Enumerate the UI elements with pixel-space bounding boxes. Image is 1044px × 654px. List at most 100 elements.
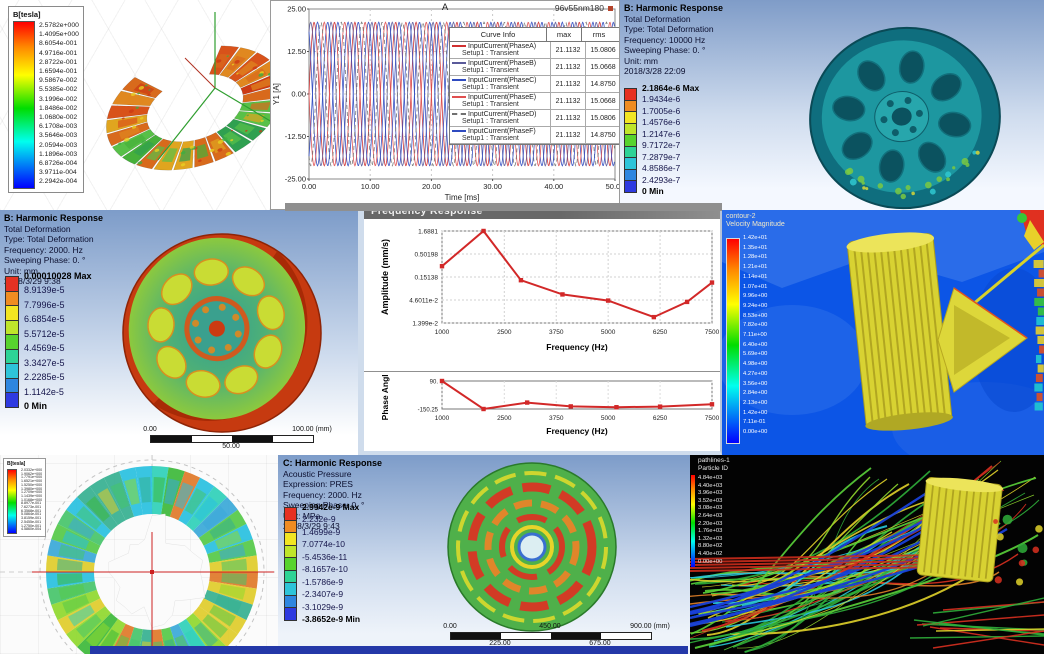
- colorbar-value: 1.14e+01: [743, 273, 768, 280]
- info-line: Total Deformation: [4, 223, 71, 234]
- y-tick-label: -12.50: [285, 132, 306, 141]
- panel-acoustic-pressure[interactable]: C: Harmonic Response Acoustic Pressure Exp…: [278, 455, 690, 654]
- pathlines-view[interactable]: [690, 455, 1044, 654]
- colorbar-value: -1.5786e-9: [302, 576, 344, 587]
- particle-dot: [996, 533, 1004, 541]
- wheel-hole: [930, 73, 962, 102]
- y-tick-label: 4.6011e-2: [409, 298, 438, 305]
- colorbar-value: 2.0594e-003: [39, 141, 78, 149]
- colorbar-b-tesla: B[tesla] 2.5782e+000 1.4095e+000 8.6054e-00…: [8, 6, 84, 193]
- ruler-label: 50.00: [222, 443, 240, 450]
- wheel-hole: [231, 266, 266, 297]
- wheel-hole: [841, 131, 873, 161]
- colorbar-value: 0.00e+00: [743, 429, 768, 435]
- colorbar-band: [5, 276, 19, 292]
- legend-curve-sub: Setup1 : Transient: [462, 67, 519, 74]
- legend-curve-sub: Setup1 : Transient: [462, 84, 519, 91]
- acoustic-disc-view[interactable]: [278, 455, 690, 654]
- info-line: Unit: mm: [4, 265, 38, 276]
- wheel-3d-view[interactable]: [620, 0, 1044, 210]
- colorbar-value: 6.3568e-001: [21, 508, 42, 513]
- colorbar-value: 2.2942e-004: [39, 178, 78, 186]
- x-tick-label: 5000: [601, 415, 616, 422]
- colorbar-value: 1.1896e-003: [39, 150, 78, 158]
- colorbar-value: 1.07e+01: [743, 283, 768, 290]
- colorbar-value: 2.0332e+000: [21, 468, 43, 472]
- analysis-info-block: C: Harmonic Response Acoustic Pressure Exp…: [283, 458, 382, 532]
- taskbar-strip: [90, 646, 688, 654]
- cfd-contour-view[interactable]: [722, 210, 1044, 455]
- stator-3d-view[interactable]: [0, 0, 270, 210]
- amplitude-chart[interactable]: 1.6881 0.50198 0.15138 4.6011e-2 1.399e-2100…: [364, 225, 720, 371]
- legend-max-value: 21.1132: [551, 76, 586, 92]
- shaft: [971, 243, 1044, 307]
- panel-current-waveform-plot[interactable]: A 96v55nm180 25.00 12.50 0.00 -12.50 -25.00 0…: [270, 0, 620, 210]
- turbulence-patch: [1034, 298, 1044, 306]
- panel-harmonic-response-10000hz[interactable]: B: Harmonic Response Total Deformation Typ…: [620, 0, 1044, 210]
- colorbar-value: 1.2750e-001: [21, 523, 42, 528]
- colorbar-value: 2.64e+03: [698, 513, 723, 519]
- turbulence-patch: [1039, 345, 1044, 354]
- colorbar-value: 1.4095e+000: [39, 31, 79, 39]
- rotor-field-view[interactable]: [0, 455, 278, 654]
- data-marker: [709, 280, 715, 285]
- legend-row: InputCurrent(PhaseB) Setup1 : Transient 21…: [450, 59, 619, 76]
- colorbar-value: 1.42e+01: [743, 235, 768, 241]
- x-tick-label: 0.00: [302, 182, 317, 191]
- panel-maxwell-rotor-field[interactable]: B[tesla] 2.0332e+000 1.9062e+000 1.7791e+00…: [0, 455, 278, 654]
- data-marker: [439, 263, 445, 269]
- wheel-3d-view[interactable]: [0, 210, 358, 455]
- y-tick-label: 0.50198: [415, 252, 439, 259]
- colorbar-value: 2.1864e-6 Max: [642, 82, 700, 93]
- colorbar-value: 4.98e+00: [743, 361, 768, 368]
- x-tick-label: 20.00: [422, 182, 441, 191]
- info-line: Sweeping Phase: 0. °: [283, 500, 365, 510]
- wheel-hole: [160, 273, 193, 306]
- colorbar-value: 2.13e+00: [743, 399, 768, 406]
- data-marker: [439, 378, 445, 384]
- colorbar-value: 7.11e+00: [743, 332, 767, 338]
- panel-frequency-response-window[interactable]: Frequency Response 1.6881 0.50198 0.15138 4…: [358, 203, 722, 455]
- panel-maxwell-stator-view[interactable]: B[tesla] 2.5782e+000 1.4095e+000 8.6054e-00…: [0, 0, 270, 210]
- colorbar-gradient: [7, 469, 17, 534]
- velocity-colorbar: 1.42e+01 1.35e+01 1.28e+01 1.21e+01 1.14e+01…: [726, 235, 786, 444]
- legend-row: InputCurrent(PhaseE) Setup1 : Transient 21…: [450, 93, 619, 110]
- stator-model: [106, 45, 270, 171]
- data-marker: [481, 228, 486, 234]
- scale-ruler: 0.00 450.00 900.00 (mm) 225.00 675.00: [443, 623, 670, 649]
- colorbar-value: 1.1142e-5: [24, 386, 64, 397]
- colorbar-value: -5.4536e-11: [302, 551, 348, 562]
- legend-header: Curve Info max rms: [450, 28, 619, 42]
- colorbar-value: 1.2147e-6: [642, 128, 681, 139]
- colorbar-value: 7.82e+00: [743, 322, 768, 329]
- colorbar-band: [284, 607, 297, 621]
- info-line: Unit: MPa: [283, 510, 321, 521]
- deformation-colorbar: 0.00010028 Max 8.9139e-5 7.7996e-5 6.6854e-…: [5, 271, 92, 417]
- data-marker: [481, 406, 486, 412]
- legend-rms-value: 15.0806: [590, 114, 616, 122]
- plot-corner-label: 96v55nm180: [555, 3, 613, 13]
- panel-harmonic-response-2000hz[interactable]: B: Harmonic Response Total Deformation Typ…: [0, 210, 358, 455]
- chart-separator: [364, 371, 720, 372]
- plot-area: [441, 380, 713, 410]
- colorbar-band: [284, 594, 297, 608]
- colorbar-band: [284, 507, 297, 521]
- panel-particle-pathlines[interactable]: pathlines-1 Particle ID 4.84e+03 4.40e+03 3…: [690, 455, 1044, 654]
- colorbar-value: 3.8159e-001: [21, 516, 42, 521]
- legend-max-value: 21.1132: [551, 110, 586, 126]
- panel-cfd-velocity-contour[interactable]: contour-2 Velocity Magnitude 1.42e+01 1.35…: [722, 210, 1044, 455]
- y-axis-label: Y1 [A]: [272, 83, 281, 105]
- info-line: B: Harmonic Response: [4, 213, 104, 223]
- rotor-field-ring: [45, 466, 258, 654]
- contour-title-line: Velocity Magnitude: [726, 221, 785, 228]
- pathlines-title-line: Particle ID: [698, 465, 728, 472]
- colorbar-value: 1.3980e+000: [21, 486, 43, 491]
- colorbar-band: [5, 290, 19, 306]
- colorbar-value: 8.53e+00: [743, 312, 768, 319]
- coordinate-axes: [157, 12, 270, 161]
- acoustic-disc-model: [447, 462, 617, 632]
- legend-curve-name: InputCurrent(PhaseD): [468, 111, 537, 118]
- wheel-hole: [156, 345, 187, 379]
- scale-ruler: 0.00 100.00 (mm) 50.00: [143, 426, 332, 452]
